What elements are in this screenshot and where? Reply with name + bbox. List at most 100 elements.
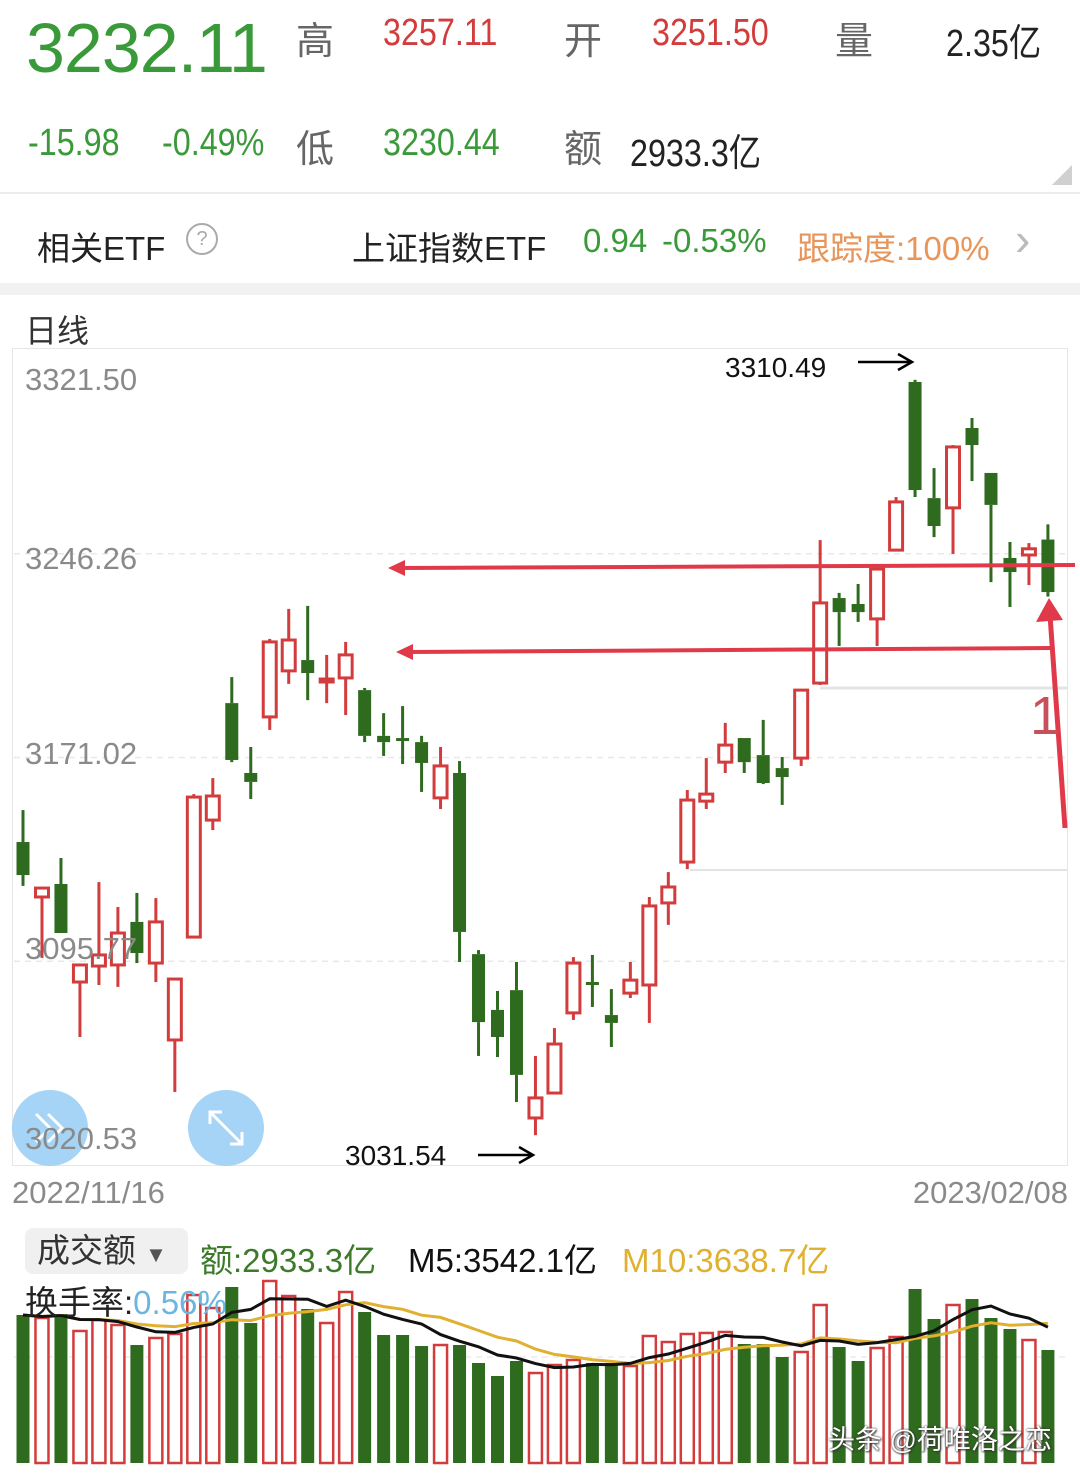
volume-bar xyxy=(358,1311,372,1463)
candle xyxy=(54,858,68,934)
candle-body xyxy=(280,638,297,673)
volume-bar xyxy=(148,1336,164,1465)
annotation-arrow-up xyxy=(1047,614,1068,829)
candle xyxy=(679,790,696,870)
volume-bar xyxy=(280,1294,297,1465)
candle xyxy=(377,713,391,756)
volume-bar xyxy=(110,1323,126,1465)
volume-bar xyxy=(965,1299,979,1463)
candle xyxy=(832,592,846,646)
volume-bar xyxy=(301,1308,315,1463)
volume-bar xyxy=(945,1303,961,1465)
candle xyxy=(812,540,829,685)
candle-body xyxy=(984,472,998,505)
candle xyxy=(546,1028,563,1095)
arrow-left-icon xyxy=(388,560,405,576)
y-tick-label: 3171.02 xyxy=(25,736,138,771)
volume-bar xyxy=(491,1375,504,1463)
candle-body xyxy=(546,1042,563,1095)
candle xyxy=(984,472,998,583)
volume-bar xyxy=(984,1318,998,1463)
period-label[interactable]: 日线 xyxy=(25,313,90,349)
candle xyxy=(1041,524,1055,597)
etf-name[interactable]: 上证指数ETF xyxy=(352,230,547,267)
scroll-forward-button[interactable] xyxy=(12,1090,88,1166)
candle-body xyxy=(660,885,677,905)
ma5-line xyxy=(22,1297,1049,1370)
candle xyxy=(965,417,979,482)
volume-bar xyxy=(927,1319,941,1463)
fullscreen-button[interactable] xyxy=(188,1090,264,1166)
candle-body xyxy=(509,990,523,1075)
low-marker-label: 3031.54 xyxy=(345,1140,447,1171)
candlestick-chart[interactable] xyxy=(12,348,1068,1166)
volume-bar xyxy=(91,1318,107,1465)
volume-bar xyxy=(432,1343,449,1465)
candle-body xyxy=(225,703,239,760)
volume-bar xyxy=(261,1279,278,1465)
candle xyxy=(585,954,599,1007)
volume-bar xyxy=(888,1335,904,1465)
candle-body xyxy=(415,742,429,763)
volume-bar xyxy=(869,1346,885,1465)
volume-amount: 额:2933.3亿 xyxy=(200,1242,377,1279)
volume-bar xyxy=(756,1344,770,1463)
volume-bar xyxy=(622,1364,639,1465)
candle xyxy=(604,989,618,1048)
candle xyxy=(775,756,789,805)
volume-bar xyxy=(472,1363,486,1463)
volume-bar xyxy=(205,1306,221,1465)
candle-body xyxy=(491,1009,504,1037)
volume-bar xyxy=(16,1315,30,1463)
volume-bar xyxy=(546,1363,563,1465)
volume-label: 量 xyxy=(835,21,874,63)
x-start-date: 2022/11/16 xyxy=(12,1175,165,1210)
volume-bar xyxy=(509,1360,523,1463)
caret-down-icon: ▼ xyxy=(145,1242,167,1267)
candle-body xyxy=(756,755,770,783)
price-change: -15.98 xyxy=(28,122,120,164)
candle-body xyxy=(396,738,410,742)
candle-body xyxy=(622,978,639,995)
volume-bar xyxy=(604,1363,618,1463)
candle-body xyxy=(244,772,258,782)
candle xyxy=(491,990,504,1058)
candle-body xyxy=(432,764,449,800)
high-marker-label: 3310.49 xyxy=(725,352,827,383)
volume-bar xyxy=(1003,1328,1017,1463)
expand-corner-icon[interactable] xyxy=(0,0,1080,200)
candle xyxy=(166,977,183,1092)
volume-bar xyxy=(641,1334,658,1465)
open-label: 开 xyxy=(564,21,603,63)
volume-bar xyxy=(737,1344,751,1463)
y-tick-label: 3246.26 xyxy=(25,541,138,576)
candle xyxy=(337,641,354,716)
candle-body xyxy=(793,688,810,760)
candle xyxy=(301,605,315,701)
volume-bar xyxy=(453,1345,467,1463)
candle-body xyxy=(851,604,865,613)
candle xyxy=(396,706,410,765)
volume-bar xyxy=(775,1356,789,1463)
candle xyxy=(261,638,278,730)
candle xyxy=(415,735,429,792)
chevron-right-icon[interactable]: › xyxy=(1015,213,1031,265)
candle-body xyxy=(453,772,467,932)
candle xyxy=(147,898,164,983)
indicator-selector[interactable]: 成交额 ▼ xyxy=(25,1228,188,1274)
candle-body xyxy=(888,500,905,552)
volume-bar xyxy=(793,1350,809,1465)
low-value: 3230.44 xyxy=(383,122,500,164)
price-change-pct: -0.49% xyxy=(162,122,265,164)
y-tick-label: 3321.50 xyxy=(25,362,138,397)
candle-body xyxy=(679,798,696,864)
candle-body xyxy=(585,982,599,986)
candle xyxy=(453,761,467,962)
volume-bar xyxy=(318,1321,335,1465)
candle-body xyxy=(90,953,107,968)
divider xyxy=(0,192,1080,194)
help-icon[interactable]: ? xyxy=(186,223,218,255)
candle xyxy=(869,567,886,646)
volume-bar xyxy=(244,1323,258,1463)
amount-label: 额 xyxy=(564,129,603,171)
